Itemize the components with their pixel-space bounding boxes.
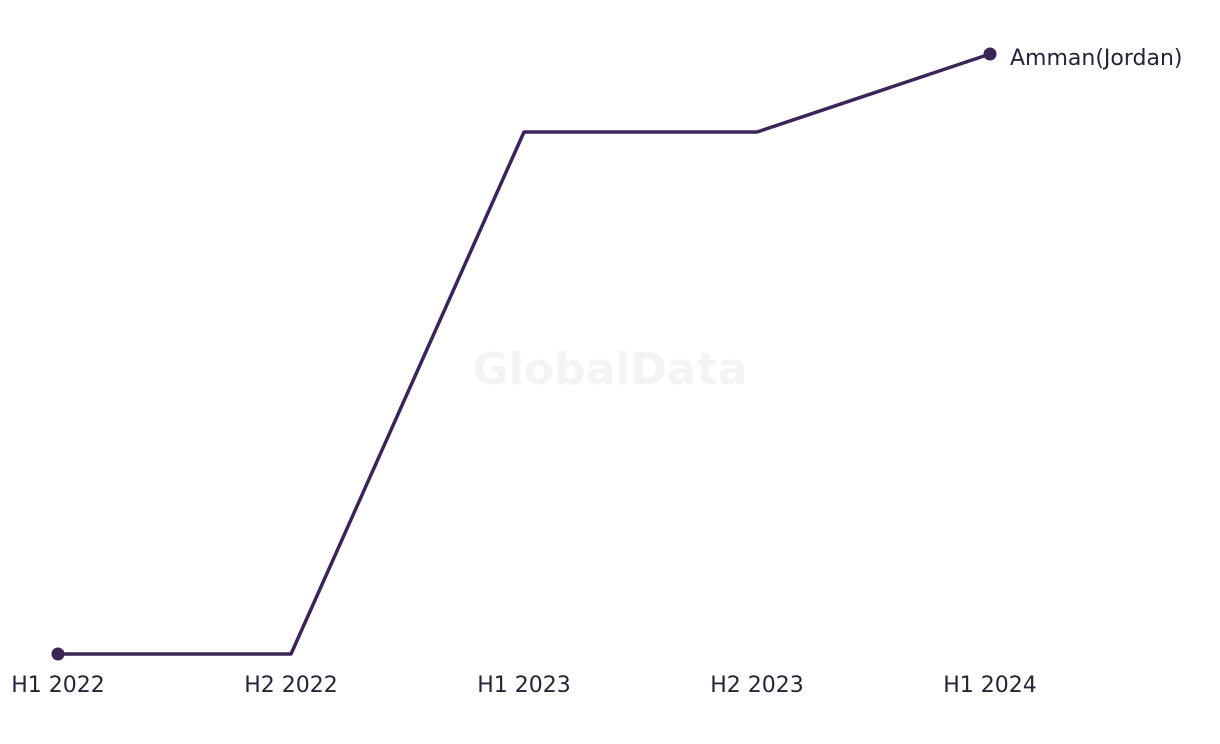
watermark: GlobalData — [473, 344, 748, 395]
series-label: Amman(Jordan) — [1010, 46, 1183, 71]
point — [51, 647, 65, 661]
series-line — [58, 52, 991, 656]
x-tick-label: H2 2022 — [244, 673, 338, 698]
x-tick-label: H1 2023 — [477, 673, 571, 698]
x-tick-label: H2 2023 — [710, 673, 804, 698]
x-tick-label: H1 2022 — [11, 673, 105, 698]
x-tick-label: H1 2024 — [943, 673, 1037, 698]
point — [983, 47, 997, 61]
